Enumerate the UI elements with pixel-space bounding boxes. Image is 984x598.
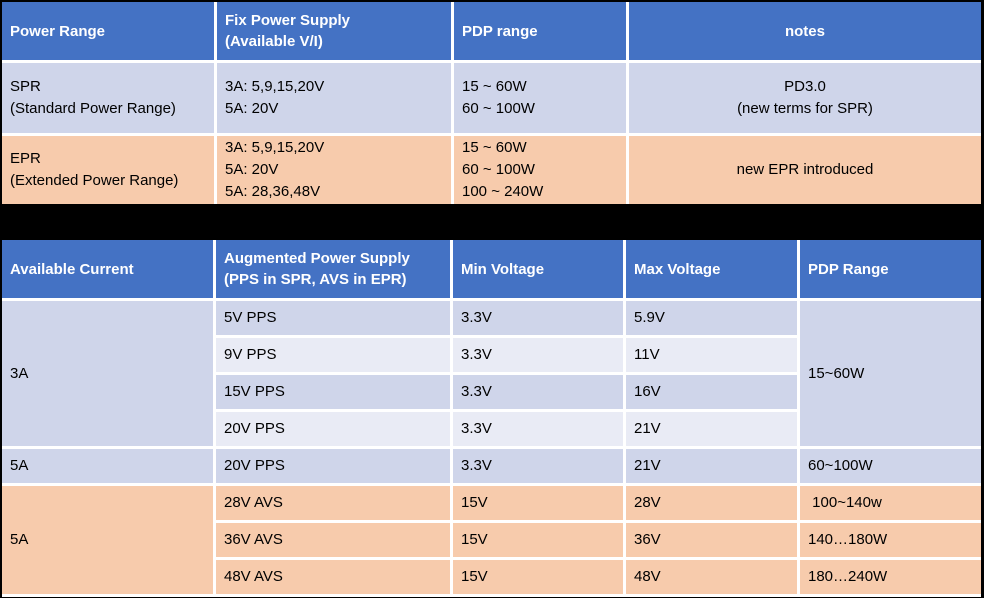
pdp-60-100w-cell: 60~100W	[800, 449, 981, 483]
pdp-range-cell: 100~140w	[800, 486, 981, 520]
max-voltage-cell: 11V	[626, 338, 797, 372]
column-header-augmented-power-supply: Augmented Power Supply (PPS in SPR, AVS …	[216, 240, 450, 298]
power-range-table: Power Range Fix Power Supply (Available …	[2, 2, 981, 204]
min-voltage-cell: 3.3V	[453, 338, 623, 372]
supply-cell: 48V AVS	[216, 560, 450, 594]
column-header-fix-power-supply: Fix Power Supply (Available V/I)	[217, 2, 451, 60]
current-5a-pps-cell: 5A	[2, 449, 213, 483]
min-voltage-cell: 3.3V	[453, 412, 623, 446]
max-voltage-cell: 5.9V	[626, 301, 797, 335]
spr-name-cell: SPR (Standard Power Range)	[2, 63, 214, 133]
max-voltage-cell: 36V	[626, 523, 797, 557]
supply-cell: 36V AVS	[216, 523, 450, 557]
max-voltage-cell: 28V	[626, 486, 797, 520]
column-header-pdp-range: PDP range	[454, 2, 626, 60]
max-voltage-cell: 48V	[626, 560, 797, 594]
supply-cell: 9V PPS	[216, 338, 450, 372]
current-3a-cell: 3A	[2, 301, 213, 446]
supply-cell: 20V PPS	[216, 449, 450, 483]
max-voltage-cell: 16V	[626, 375, 797, 409]
column-header-min-voltage: Min Voltage	[453, 240, 623, 298]
current-5a-avs-cell: 5A	[2, 486, 213, 594]
column-header-max-voltage: Max Voltage	[626, 240, 797, 298]
augmented-power-supply-table: Available Current Augmented Power Supply…	[2, 240, 981, 597]
pdp-range-cell: 140…180W	[800, 523, 981, 557]
column-header-notes: notes	[629, 2, 981, 60]
column-header-available-current: Available Current	[2, 240, 213, 298]
min-voltage-cell: 15V	[453, 486, 623, 520]
spr-pdp-cell: 15 ~ 60W 60 ~ 100W	[454, 63, 626, 133]
epr-notes-cell: new EPR introduced	[629, 136, 981, 204]
column-header-power-range: Power Range	[2, 2, 214, 60]
column-header-pdp-range-2: PDP Range	[800, 240, 981, 298]
supply-cell: 5V PPS	[216, 301, 450, 335]
max-voltage-cell: 21V	[626, 412, 797, 446]
epr-supply-cell: 3A: 5,9,15,20V 5A: 20V 5A: 28,36,48V	[217, 136, 451, 204]
min-voltage-cell: 15V	[453, 523, 623, 557]
pdp-15-60w-cell: 15~60W	[800, 301, 981, 446]
supply-cell: 15V PPS	[216, 375, 450, 409]
pdp-range-cell: 180…240W	[800, 560, 981, 594]
epr-pdp-cell: 15 ~ 60W 60 ~ 100W 100 ~ 240W	[454, 136, 626, 204]
min-voltage-cell: 15V	[453, 560, 623, 594]
spr-supply-cell: 3A: 5,9,15,20V 5A: 20V	[217, 63, 451, 133]
min-voltage-cell: 3.3V	[453, 375, 623, 409]
supply-cell: 20V PPS	[216, 412, 450, 446]
min-voltage-cell: 3.3V	[453, 301, 623, 335]
supply-cell: 28V AVS	[216, 486, 450, 520]
spr-notes-cell: PD3.0 (new terms for SPR)	[629, 63, 981, 133]
min-voltage-cell: 3.3V	[453, 449, 623, 483]
max-voltage-cell: 21V	[626, 449, 797, 483]
epr-name-cell: EPR (Extended Power Range)	[2, 136, 214, 204]
